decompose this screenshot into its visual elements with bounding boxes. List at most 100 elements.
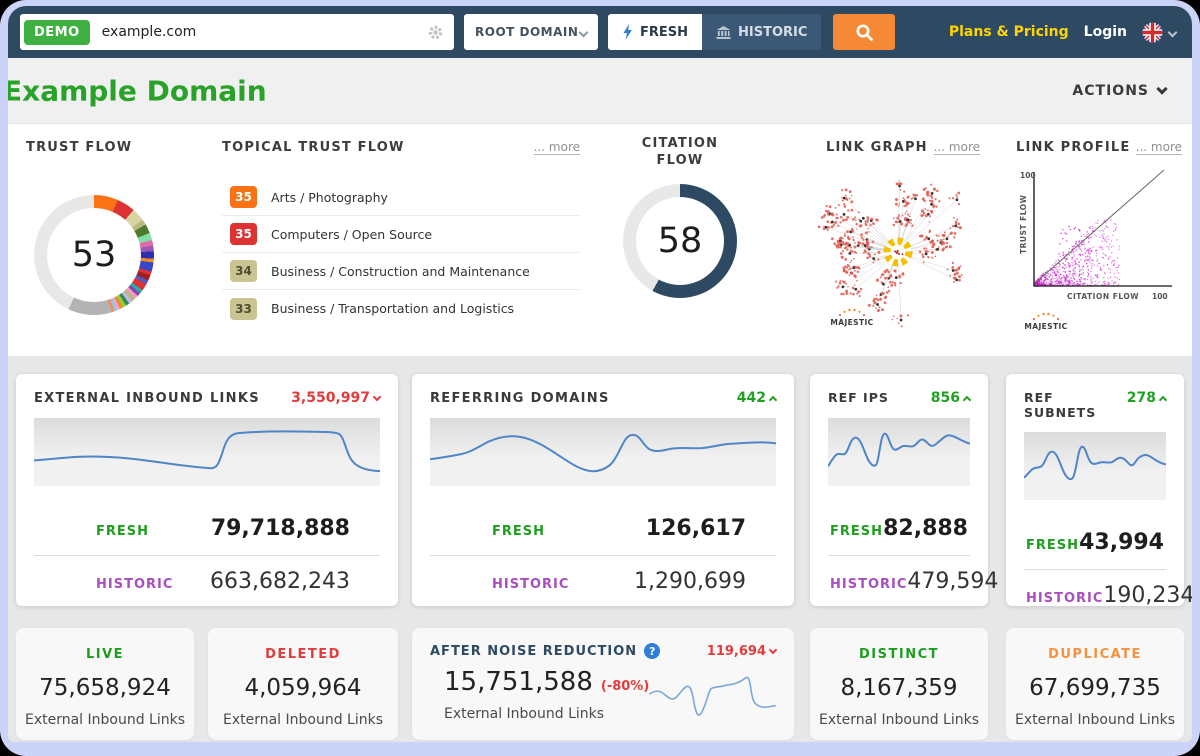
divider bbox=[430, 555, 776, 556]
tab-fresh[interactable]: FRESH bbox=[608, 14, 703, 50]
chevron-up-icon bbox=[1158, 395, 1168, 404]
page-title: Example Domain bbox=[8, 74, 267, 107]
tab-fresh-label: FRESH bbox=[640, 24, 689, 40]
help-icon[interactable]: ? bbox=[644, 643, 661, 659]
link-graph-visualization[interactable] bbox=[808, 166, 988, 344]
link-graph-label: LINK GRAPH bbox=[826, 140, 928, 155]
divider bbox=[1024, 569, 1166, 570]
card-title: REFERRING DOMAINS bbox=[430, 391, 610, 406]
link-profile-more-link[interactable]: ... more bbox=[1135, 140, 1182, 155]
citation-flow-widget: CITATION FLOW 58 bbox=[616, 136, 744, 298]
topic-row[interactable]: 34 Business / Construction and Maintenan… bbox=[222, 253, 580, 290]
after-noise-reduction-percent: (-80%) bbox=[600, 679, 650, 694]
delta-value[interactable]: 442 bbox=[737, 390, 778, 406]
referring-domains-sparkline bbox=[430, 418, 776, 486]
topic-score-badge: 35 bbox=[230, 186, 257, 208]
topic-row[interactable]: 35 Arts / Photography bbox=[222, 179, 580, 216]
topic-name: Business / Transportation and Logistics bbox=[271, 301, 515, 316]
duplicate-value: 67,699,735 bbox=[1029, 675, 1161, 701]
majestic-logo: MAJESTIC bbox=[1018, 312, 1074, 331]
external-inbound-links-card: EXTERNAL INBOUND LINKS 3,550,997 FRESH 7… bbox=[16, 374, 398, 606]
flow-metrics-panel: TRUST FLOW 53 TOPICAL TRUST FLOW ... mor… bbox=[8, 124, 1192, 356]
fresh-value: 126,617 bbox=[645, 516, 746, 541]
card-title: REF SUBNETS bbox=[1024, 390, 1097, 420]
chevron-down-icon bbox=[578, 27, 589, 37]
link-graph-more-link[interactable]: ... more bbox=[933, 140, 980, 155]
duplicate-label: DUPLICATE bbox=[1048, 647, 1142, 662]
fresh-value: 82,888 bbox=[883, 516, 968, 541]
ref-ips-sparkline bbox=[828, 418, 970, 486]
search-icon bbox=[856, 24, 873, 41]
actions-menu-button[interactable]: ACTIONS bbox=[1072, 82, 1168, 99]
topic-row[interactable]: 35 Computers / Open Source bbox=[222, 216, 580, 253]
trust-flow-donut-chart: 53 bbox=[34, 195, 154, 315]
citation-flow-label: CITATION FLOW bbox=[641, 136, 719, 168]
divider bbox=[34, 555, 380, 556]
deleted-value: 4,059,964 bbox=[244, 675, 362, 701]
login-link[interactable]: Login bbox=[1083, 24, 1127, 40]
card-title: REF IPS bbox=[828, 390, 889, 405]
delta-value[interactable]: 119,694 bbox=[707, 644, 778, 659]
fresh-label: FRESH bbox=[96, 524, 150, 539]
gear-icon[interactable] bbox=[427, 24, 444, 41]
historic-value: 663,682,243 bbox=[210, 569, 350, 594]
topic-list: 35 Arts / Photography 35 Computers / Ope… bbox=[222, 179, 580, 327]
citation-flow-value: 58 bbox=[657, 220, 703, 261]
search-button[interactable] bbox=[833, 14, 896, 50]
tab-historic-label: HISTORIC bbox=[738, 24, 808, 40]
page-header: Example Domain ACTIONS bbox=[8, 58, 1192, 124]
majestic-arc-icon bbox=[1033, 312, 1059, 320]
trust-flow-value: 53 bbox=[71, 235, 117, 275]
live-label: LIVE bbox=[85, 647, 125, 662]
delta-value[interactable]: 856 bbox=[931, 390, 972, 406]
chevron-down-icon bbox=[768, 645, 778, 655]
delta-value[interactable]: 278 bbox=[1127, 390, 1168, 406]
divider bbox=[828, 555, 970, 556]
historic-value: 1,290,699 bbox=[634, 569, 746, 594]
topic-name: Computers / Open Source bbox=[271, 226, 433, 242]
language-selector[interactable] bbox=[1142, 22, 1178, 43]
domain-search-input[interactable] bbox=[101, 24, 427, 40]
referring-domains-card: REFERRING DOMAINS 442 FRESH 126,617 HIST… bbox=[412, 374, 794, 606]
fresh-value: 43,994 bbox=[1079, 530, 1164, 555]
majestic-dashboard: DEMO ROOT DOMAIN FRESH bbox=[8, 6, 1192, 742]
citation-flow-donut-chart: 58 bbox=[623, 183, 737, 298]
deleted-subtitle: External Inbound Links bbox=[222, 712, 384, 728]
after-noise-reduction-label: AFTER NOISE REDUCTION bbox=[430, 643, 638, 659]
distinct-links-card: DISTINCT 8,167,359 External Inbound Link… bbox=[810, 628, 988, 740]
root-domain-dropdown-label: ROOT DOMAIN bbox=[475, 25, 579, 39]
chevron-up-icon bbox=[768, 395, 778, 404]
majestic-logo: MAJESTIC bbox=[824, 308, 880, 327]
topic-score-badge: 34 bbox=[230, 260, 257, 282]
topic-score-badge: 35 bbox=[230, 223, 257, 245]
live-subtitle: External Inbound Links bbox=[24, 712, 186, 728]
plans-pricing-link[interactable]: Plans & Pricing bbox=[948, 24, 1069, 40]
external-links-sparkline bbox=[34, 418, 380, 486]
card-title: EXTERNAL INBOUND LINKS bbox=[34, 391, 260, 406]
topical-trust-flow-more-link[interactable]: ... more bbox=[533, 140, 580, 155]
tab-historic[interactable]: HISTORIC bbox=[702, 14, 822, 50]
after-noise-reduction-sparkline bbox=[649, 669, 776, 727]
lightning-icon bbox=[623, 24, 632, 40]
distinct-value: 8,167,359 bbox=[840, 675, 958, 701]
uk-flag-icon bbox=[1142, 22, 1163, 42]
ref-ips-card: REF IPS 856 FRESH 82,888 HISTORIC 479,59… bbox=[810, 374, 998, 606]
link-profile-widget: LINK PROFILE ... more 100 TRUST FLOW CIT… bbox=[1012, 140, 1184, 331]
chevron-up-icon bbox=[962, 395, 972, 404]
fresh-value: 79,718,888 bbox=[210, 516, 350, 541]
chevron-down-icon bbox=[372, 392, 382, 402]
account-links: Plans & Pricing Login bbox=[948, 22, 1178, 43]
delta-value[interactable]: 3,550,997 bbox=[291, 390, 382, 406]
historic-label: HISTORIC bbox=[96, 577, 174, 592]
deleted-label: DELETED bbox=[265, 647, 341, 662]
actions-label: ACTIONS bbox=[1072, 82, 1149, 99]
link-graph-widget: LINK GRAPH ... more MAJESTIC bbox=[812, 140, 984, 328]
topic-row[interactable]: 33 Business / Transportation and Logisti… bbox=[222, 290, 580, 327]
root-domain-dropdown[interactable]: ROOT DOMAIN bbox=[464, 14, 598, 50]
historic-label: HISTORIC bbox=[492, 577, 570, 592]
historic-value: 190,234 bbox=[1103, 583, 1192, 608]
link-profile-scatter-chart[interactable]: 100 TRUST FLOW CITATION FLOW 100 bbox=[1012, 166, 1182, 314]
ref-subnets-card: REF SUBNETS 278 FRESH 43,994 HISTORIC 19… bbox=[1006, 374, 1192, 608]
live-value: 75,658,924 bbox=[39, 675, 171, 701]
historic-value: 479,594 bbox=[907, 569, 999, 594]
